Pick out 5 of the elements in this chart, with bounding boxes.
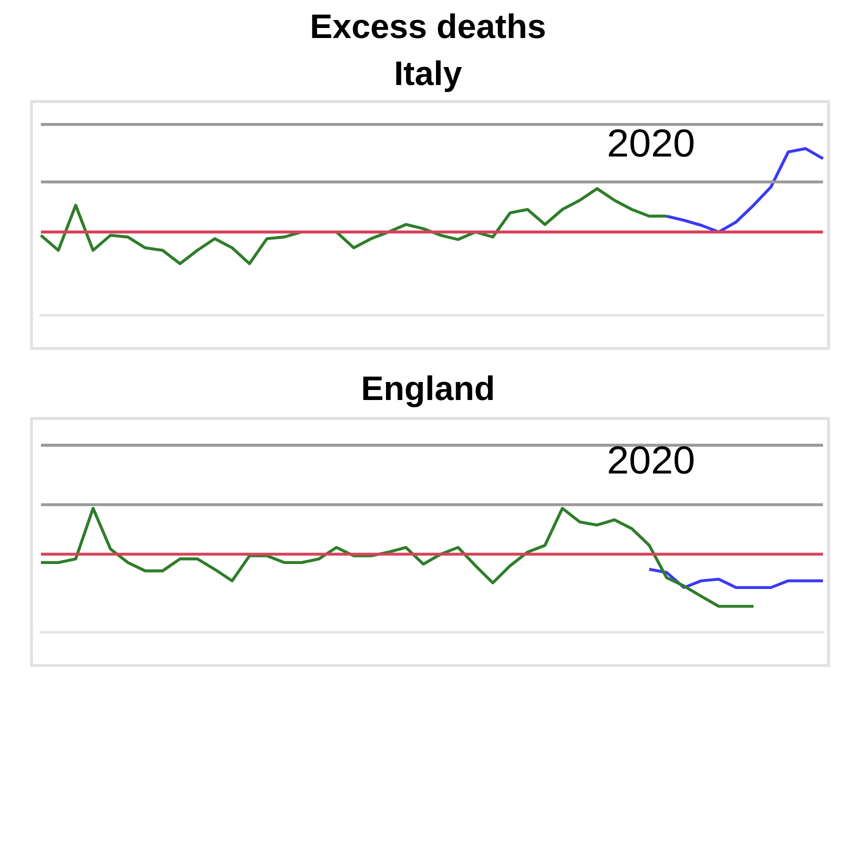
- text: 2020: [606, 439, 696, 483]
- chart-title: England: [360, 370, 496, 409]
- annotation: 2020: [606, 122, 696, 166]
- chart-subtitle: Italy: [392, 55, 464, 94]
- chart-title: Excess deaths: [308, 8, 548, 47]
